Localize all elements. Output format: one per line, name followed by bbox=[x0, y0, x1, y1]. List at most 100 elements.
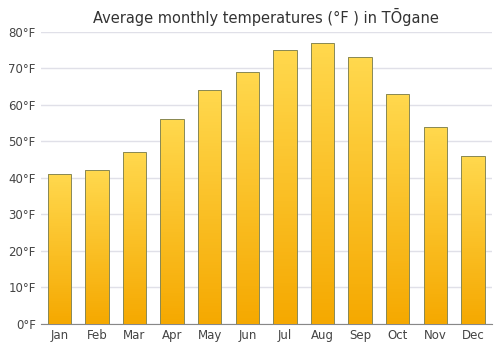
Bar bbox=[236, 160, 259, 163]
Bar bbox=[160, 163, 184, 165]
Bar bbox=[48, 290, 71, 292]
Bar bbox=[386, 143, 409, 146]
Bar bbox=[48, 298, 71, 300]
Bar bbox=[461, 179, 484, 181]
Bar bbox=[424, 250, 447, 252]
Bar bbox=[160, 303, 184, 306]
Bar bbox=[386, 191, 409, 194]
Bar bbox=[48, 262, 71, 264]
Bar bbox=[86, 310, 108, 312]
Bar bbox=[123, 199, 146, 202]
Bar bbox=[198, 157, 222, 160]
Bar bbox=[386, 111, 409, 114]
Bar bbox=[424, 186, 447, 188]
Bar bbox=[48, 206, 71, 208]
Bar bbox=[198, 102, 222, 105]
Bar bbox=[424, 141, 447, 144]
Bar bbox=[48, 258, 71, 260]
Bar bbox=[160, 301, 184, 303]
Bar bbox=[311, 169, 334, 173]
Bar bbox=[386, 215, 409, 217]
Bar bbox=[198, 134, 222, 137]
Bar bbox=[386, 99, 409, 103]
Bar bbox=[311, 138, 334, 141]
Bar bbox=[311, 246, 334, 250]
Bar bbox=[461, 261, 484, 263]
Bar bbox=[86, 230, 108, 232]
Bar bbox=[198, 90, 222, 93]
Bar bbox=[236, 75, 259, 78]
Bar bbox=[386, 203, 409, 206]
Bar bbox=[424, 144, 447, 146]
Bar bbox=[236, 242, 259, 245]
Bar bbox=[386, 103, 409, 105]
Bar bbox=[386, 137, 409, 140]
Bar bbox=[48, 313, 71, 314]
Bar bbox=[311, 267, 334, 271]
Bar bbox=[386, 206, 409, 209]
Bar bbox=[424, 168, 447, 171]
Bar bbox=[424, 228, 447, 230]
Bar bbox=[311, 134, 334, 138]
Bar bbox=[123, 300, 146, 302]
Bar bbox=[386, 255, 409, 258]
Bar bbox=[386, 151, 409, 154]
Bar bbox=[348, 220, 372, 224]
Bar bbox=[348, 117, 372, 120]
Bar bbox=[461, 177, 484, 179]
Bar bbox=[274, 228, 296, 231]
Bar bbox=[198, 187, 222, 189]
Bar bbox=[160, 214, 184, 216]
Bar bbox=[274, 272, 296, 276]
Bar bbox=[461, 164, 484, 166]
Bar bbox=[274, 50, 296, 53]
Bar bbox=[160, 201, 184, 204]
Bar bbox=[48, 283, 71, 285]
Bar bbox=[311, 236, 334, 239]
Bar bbox=[198, 105, 222, 108]
Bar bbox=[386, 174, 409, 177]
Bar bbox=[424, 166, 447, 168]
Bar bbox=[424, 205, 447, 208]
Bar bbox=[348, 174, 372, 177]
Bar bbox=[86, 197, 108, 199]
Bar bbox=[86, 201, 108, 203]
Bar bbox=[160, 140, 184, 142]
Bar bbox=[461, 250, 484, 252]
Bar bbox=[160, 250, 184, 252]
Bar bbox=[274, 262, 296, 266]
Bar bbox=[198, 113, 222, 117]
Bar bbox=[48, 223, 71, 225]
Bar bbox=[311, 190, 334, 194]
Bar bbox=[123, 169, 146, 172]
Bar bbox=[198, 169, 222, 172]
Bar bbox=[86, 224, 108, 226]
Bar bbox=[274, 320, 296, 324]
Bar bbox=[461, 215, 484, 217]
Bar bbox=[160, 316, 184, 319]
Bar bbox=[461, 212, 484, 215]
Bar bbox=[348, 251, 372, 254]
Bar bbox=[198, 303, 222, 306]
Bar bbox=[160, 257, 184, 260]
Bar bbox=[424, 292, 447, 294]
Bar bbox=[386, 307, 409, 309]
Bar bbox=[123, 152, 146, 324]
Bar bbox=[461, 187, 484, 189]
Bar bbox=[123, 202, 146, 204]
Bar bbox=[274, 204, 296, 208]
Bar bbox=[274, 125, 296, 129]
Bar bbox=[386, 220, 409, 223]
Bar bbox=[198, 251, 222, 254]
Bar bbox=[311, 120, 334, 124]
Bar bbox=[236, 223, 259, 226]
Bar bbox=[424, 274, 447, 277]
Bar bbox=[386, 125, 409, 128]
Bar bbox=[236, 276, 259, 280]
Bar bbox=[48, 260, 71, 262]
Bar bbox=[123, 259, 146, 261]
Bar bbox=[86, 174, 108, 176]
Bar bbox=[386, 229, 409, 232]
Bar bbox=[198, 90, 222, 324]
Bar bbox=[123, 206, 146, 208]
